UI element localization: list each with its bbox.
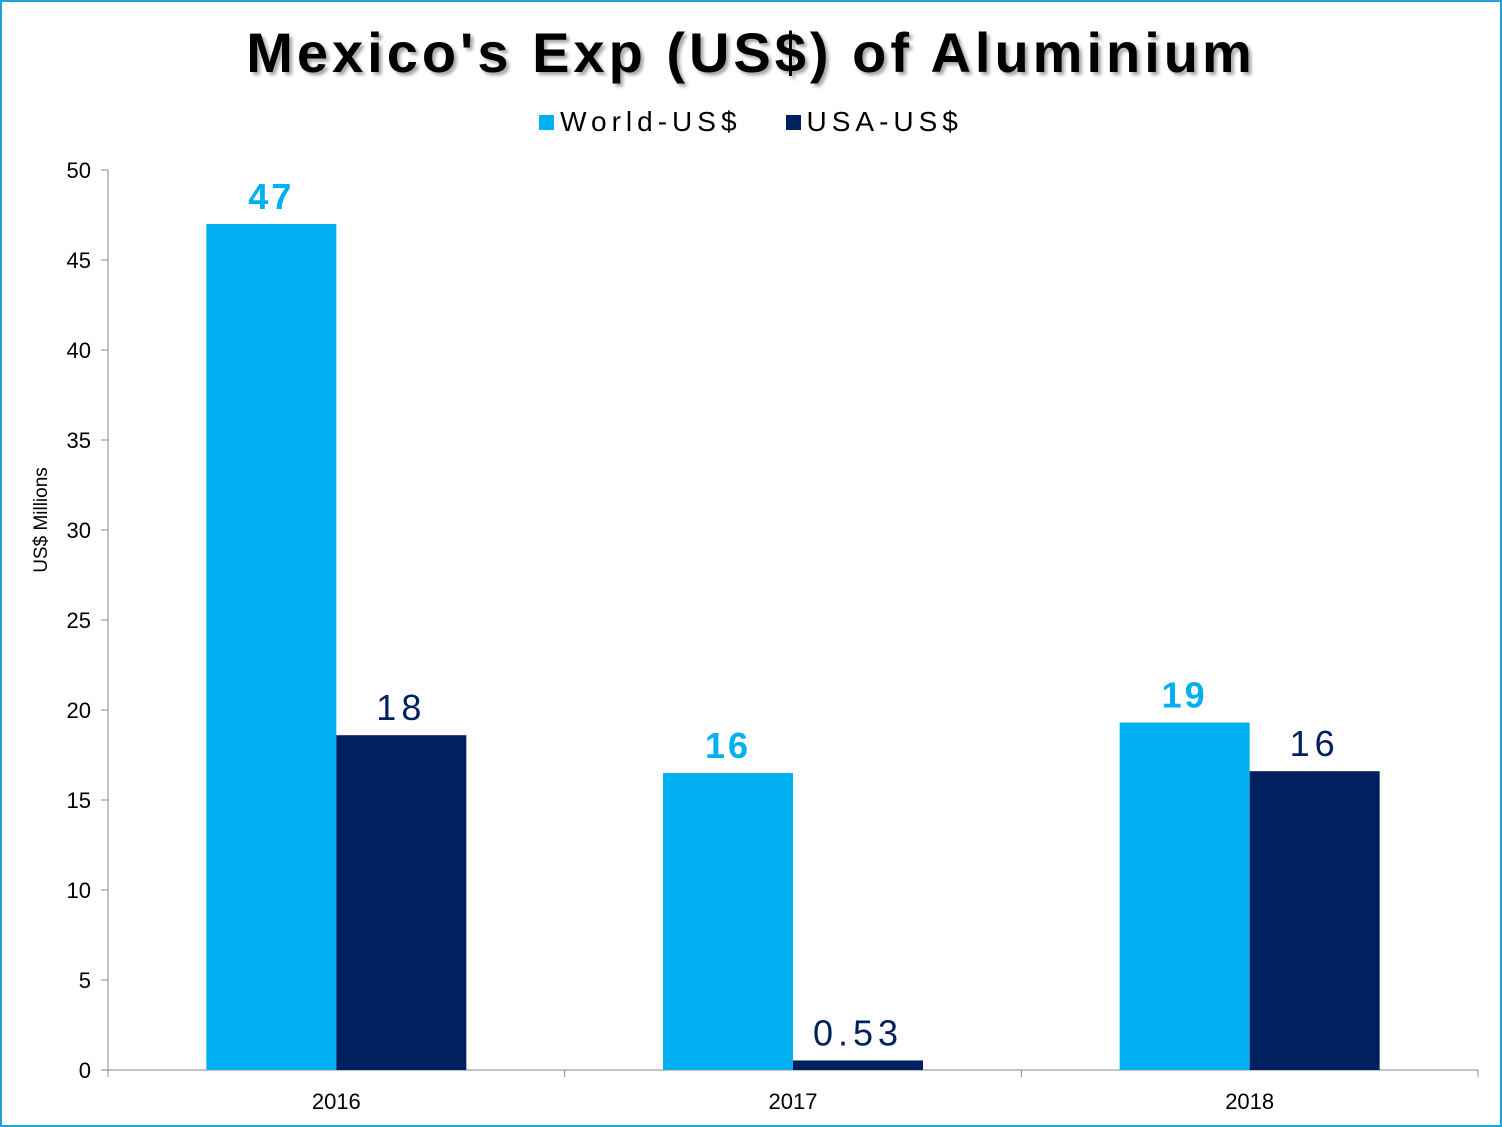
y-axis-title: US$ Millions [31, 467, 52, 573]
data-label-usa-2016: 18 [376, 687, 426, 728]
legend-item-usa: USA-US$ [785, 106, 963, 138]
y-tick-label: 5 [79, 968, 91, 993]
legend-label-usa: USA-US$ [806, 106, 963, 137]
data-label-world-2017: 16 [705, 725, 751, 766]
data-label-world-2016: 47 [248, 176, 294, 217]
y-tick-label: 10 [67, 878, 91, 903]
chart-legend: World-US$ USA-US$ [2, 106, 1500, 138]
y-tick-label: 50 [67, 158, 91, 183]
data-label-world-2018: 19 [1162, 675, 1208, 716]
x-tick-label: 2017 [769, 1089, 818, 1114]
bar-world-2016 [206, 224, 337, 1070]
legend-item-world: World-US$ [539, 106, 741, 138]
y-tick-label: 45 [67, 248, 91, 273]
chart-title: Mexico's Exp (US$) of Aluminium [246, 21, 1256, 84]
bar-usa-2016 [336, 735, 467, 1070]
legend-swatch-usa [785, 114, 801, 130]
data-label-usa-2017: 0.53 [813, 1012, 903, 1053]
legend-swatch-world [539, 114, 555, 130]
y-tick-label: 40 [67, 338, 91, 363]
y-tick-label: 15 [67, 788, 91, 813]
data-label-usa-2018: 16 [1290, 723, 1340, 764]
x-tick-label: 2018 [1225, 1089, 1274, 1114]
y-tick-label: 35 [67, 428, 91, 453]
y-tick-label: 20 [67, 698, 91, 723]
y-tick-label: 25 [67, 608, 91, 633]
legend-label-world: World-US$ [560, 106, 742, 137]
y-tick-label: 0 [79, 1058, 91, 1083]
y-tick-label: 30 [67, 518, 91, 543]
bar-world-2017 [663, 773, 793, 1070]
bar-usa-2017 [793, 1060, 923, 1070]
x-tick-label: 2016 [312, 1089, 361, 1114]
bar-world-2018 [1119, 722, 1250, 1070]
bar-usa-2018 [1249, 771, 1380, 1070]
